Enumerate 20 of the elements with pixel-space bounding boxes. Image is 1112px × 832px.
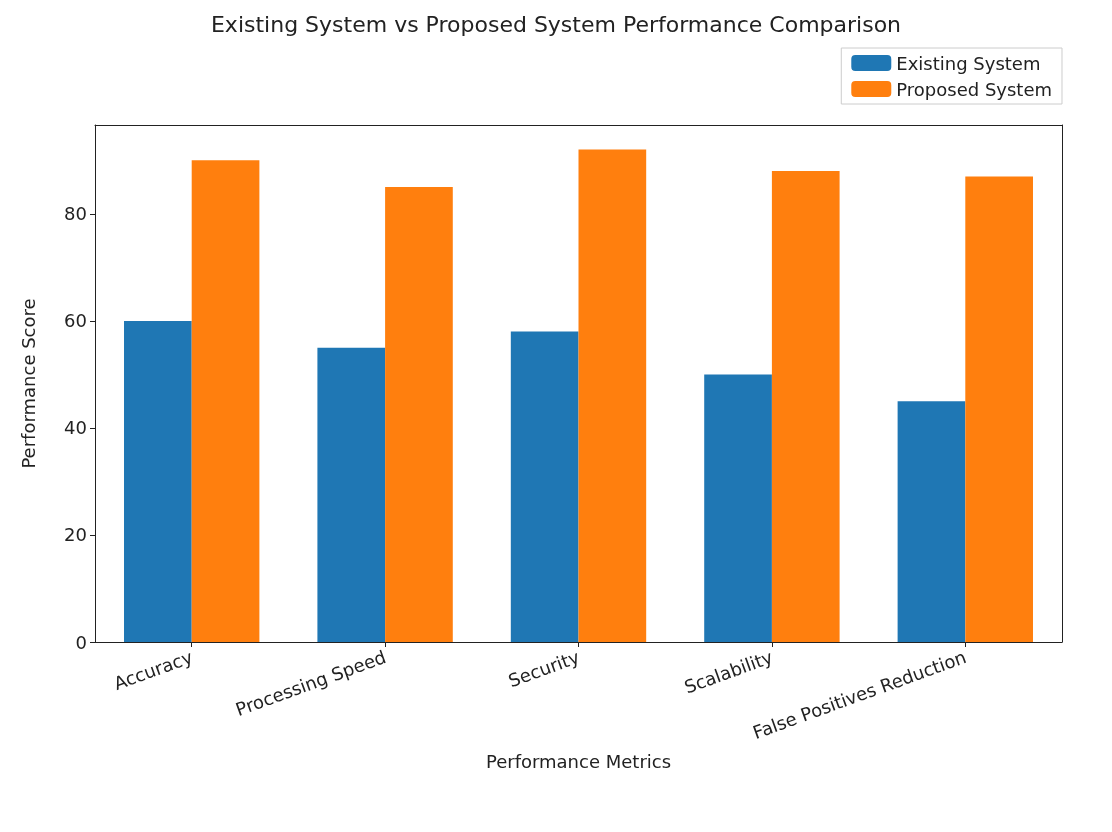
bar [124, 320, 192, 642]
chart-title: Existing System vs Proposed System Performance Comparison [210, 11, 902, 37]
y-axis-title: Performance Score [17, 298, 39, 469]
bar [771, 171, 840, 642]
y-tick-label: 0 [75, 631, 87, 653]
y-tick-label: 20 [64, 524, 87, 546]
bar [317, 347, 386, 642]
legend-label: Proposed System [896, 78, 1052, 100]
bar [385, 187, 453, 642]
bar [578, 149, 647, 642]
bar [191, 160, 260, 642]
y-tick-label: 60 [64, 310, 87, 332]
y-tick-label: 80 [64, 203, 87, 225]
bar [704, 374, 772, 642]
y-tick-label: 40 [64, 417, 87, 439]
bar [897, 401, 966, 642]
x-axis-title: Performance Metrics [485, 750, 672, 772]
legend-label: Existing System [896, 52, 1041, 74]
bar [510, 331, 579, 642]
bar [965, 176, 1033, 642]
